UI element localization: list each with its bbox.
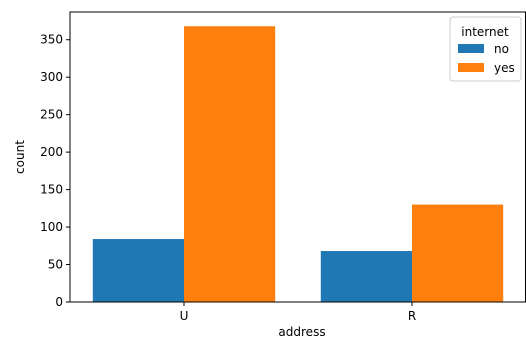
y-tick-label-50: 50 (48, 258, 63, 272)
x-tick-label-U: U (180, 309, 189, 323)
y-tick-label-300: 300 (40, 70, 63, 84)
legend-swatch-no (458, 44, 484, 53)
y-tick-label-150: 150 (40, 183, 63, 197)
y-axis-label: count (13, 140, 27, 174)
y-tick-label-200: 200 (40, 145, 63, 159)
y-tick-label-100: 100 (40, 220, 63, 234)
bars-layer (92, 26, 504, 302)
legend: internet no yes (449, 16, 522, 82)
legend-items: no yes (458, 42, 515, 75)
bar-U-yes (184, 26, 276, 302)
y-tick-label-350: 350 (40, 33, 63, 47)
legend-label-no: no (494, 42, 509, 56)
x-tick-label-R: R (408, 309, 416, 323)
bar-R-no (320, 251, 412, 302)
legend-title: internet (461, 25, 509, 39)
legend-label-yes: yes (494, 61, 515, 75)
ticks-layer: U R 0 50 100 150 200 250 300 350 (40, 33, 416, 323)
x-axis-label: address (278, 325, 325, 339)
bar-U-no (92, 239, 184, 302)
bar-R-yes (412, 204, 504, 302)
y-tick-label-250: 250 (40, 108, 63, 122)
y-tick-label-0: 0 (55, 295, 63, 309)
legend-swatch-yes (458, 63, 484, 72)
